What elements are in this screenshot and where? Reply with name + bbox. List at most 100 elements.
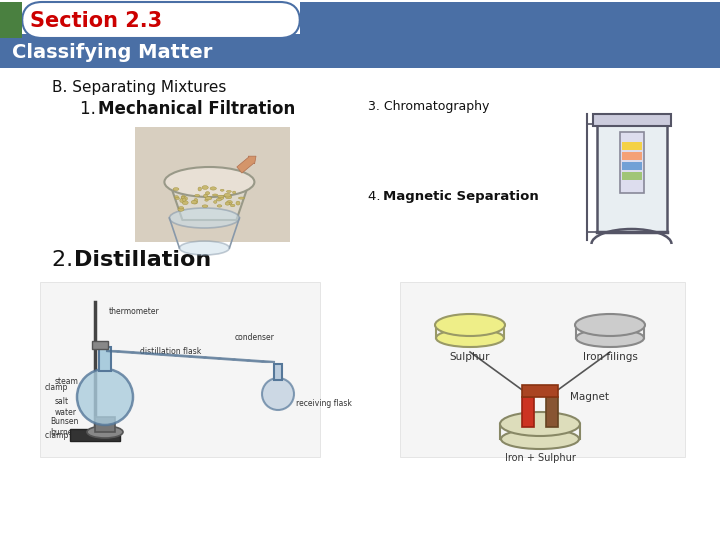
Ellipse shape	[233, 191, 235, 194]
Polygon shape	[169, 182, 249, 220]
Text: Section 2.3: Section 2.3	[30, 11, 162, 31]
Bar	[621, 172, 642, 180]
Text: distillation flask: distillation flask	[140, 347, 202, 355]
Ellipse shape	[202, 205, 208, 207]
Circle shape	[262, 378, 294, 410]
Ellipse shape	[202, 186, 208, 190]
Ellipse shape	[230, 204, 235, 207]
Bar	[621, 152, 642, 160]
Bar	[621, 162, 642, 170]
Text: condenser: condenser	[235, 333, 275, 341]
Ellipse shape	[87, 426, 123, 438]
Bar	[95, 417, 115, 432]
Ellipse shape	[179, 207, 184, 209]
Ellipse shape	[238, 197, 245, 199]
Bar	[522, 385, 558, 397]
Ellipse shape	[225, 202, 230, 205]
Bar	[274, 364, 282, 380]
Bar	[99, 347, 111, 371]
Bar	[522, 397, 534, 427]
Ellipse shape	[224, 193, 231, 197]
FancyBboxPatch shape	[22, 2, 300, 38]
Ellipse shape	[184, 197, 187, 200]
Text: Magnet: Magnet	[570, 392, 609, 402]
Text: 4.: 4.	[368, 190, 384, 203]
Ellipse shape	[180, 199, 184, 202]
Ellipse shape	[164, 167, 254, 197]
Text: clamp stand: clamp stand	[45, 430, 92, 440]
Ellipse shape	[175, 197, 179, 199]
Ellipse shape	[501, 429, 579, 449]
Ellipse shape	[435, 314, 505, 336]
Text: Magnetic Separation: Magnetic Separation	[383, 190, 539, 203]
Ellipse shape	[198, 187, 202, 191]
Ellipse shape	[192, 200, 197, 204]
Ellipse shape	[205, 192, 210, 194]
Ellipse shape	[182, 201, 188, 205]
Ellipse shape	[219, 196, 224, 200]
Bar	[300, 2, 720, 42]
Bar	[0, 2, 22, 38]
Ellipse shape	[217, 205, 222, 207]
Bar	[400, 282, 685, 457]
Ellipse shape	[181, 196, 186, 200]
Text: Bunsen
burner: Bunsen burner	[50, 417, 78, 437]
Bar	[135, 127, 290, 242]
Bar	[0, 34, 720, 68]
Ellipse shape	[191, 200, 197, 204]
Bar	[70, 429, 120, 441]
Ellipse shape	[214, 200, 217, 204]
Ellipse shape	[204, 199, 208, 201]
Text: Iron filings: Iron filings	[582, 352, 637, 362]
Bar	[596, 122, 667, 232]
Text: salt
water: salt water	[55, 397, 77, 417]
Ellipse shape	[210, 187, 217, 190]
Ellipse shape	[227, 200, 233, 204]
Circle shape	[77, 369, 133, 425]
Ellipse shape	[178, 208, 184, 211]
Ellipse shape	[236, 201, 240, 205]
Ellipse shape	[205, 197, 212, 200]
Ellipse shape	[227, 191, 231, 193]
FancyArrow shape	[237, 156, 256, 173]
Ellipse shape	[217, 195, 224, 198]
Ellipse shape	[179, 241, 230, 255]
Bar	[92, 341, 108, 349]
Ellipse shape	[216, 198, 222, 201]
Text: steam: steam	[55, 377, 79, 387]
Ellipse shape	[576, 329, 644, 347]
Bar	[593, 114, 670, 126]
Ellipse shape	[182, 198, 186, 201]
Text: Sulphur: Sulphur	[450, 352, 490, 362]
Bar	[621, 142, 642, 150]
Bar	[619, 132, 644, 192]
Ellipse shape	[220, 189, 224, 191]
Ellipse shape	[169, 208, 239, 228]
Ellipse shape	[227, 202, 231, 205]
Ellipse shape	[436, 329, 504, 347]
Text: 3. Chromatography: 3. Chromatography	[368, 100, 490, 113]
Ellipse shape	[181, 195, 186, 199]
Ellipse shape	[194, 199, 198, 202]
Ellipse shape	[175, 195, 179, 199]
Text: Iron + Sulphur: Iron + Sulphur	[505, 453, 575, 463]
Ellipse shape	[204, 194, 208, 198]
Ellipse shape	[500, 412, 580, 436]
Text: Classifying Matter: Classifying Matter	[12, 43, 212, 62]
Ellipse shape	[195, 194, 199, 197]
Bar	[546, 397, 558, 427]
Ellipse shape	[173, 187, 179, 191]
Text: 1.: 1.	[80, 100, 101, 118]
Text: Mechanical Filtration: Mechanical Filtration	[98, 100, 295, 118]
Text: Distillation: Distillation	[74, 250, 211, 270]
Text: 2.: 2.	[52, 250, 80, 270]
Ellipse shape	[212, 194, 217, 196]
Polygon shape	[106, 351, 275, 362]
Ellipse shape	[575, 314, 645, 336]
Text: clamp: clamp	[45, 382, 68, 392]
Bar	[40, 282, 320, 457]
Text: receiving flask: receiving flask	[296, 400, 352, 408]
Ellipse shape	[225, 195, 232, 199]
Text: B. Separating Mixtures: B. Separating Mixtures	[52, 80, 226, 95]
Text: thermometer: thermometer	[109, 307, 160, 316]
